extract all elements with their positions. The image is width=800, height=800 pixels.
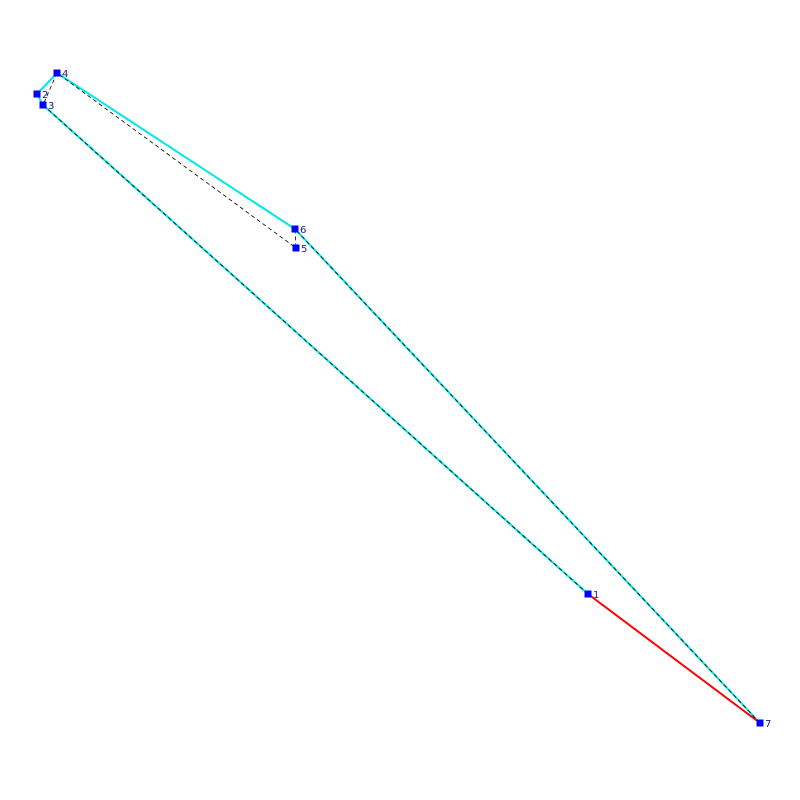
vertex-marker-3[interactable] <box>39 101 47 109</box>
highlight-edge-layer <box>587 593 761 724</box>
vertex-layer <box>33 69 764 727</box>
vertex-label-6: 6 <box>300 225 306 236</box>
vertex-marker-4[interactable] <box>53 69 61 77</box>
vertex-marker-2[interactable] <box>33 90 41 98</box>
vertex-label-4: 4 <box>62 69 68 80</box>
vertex-marker-6[interactable] <box>291 225 299 233</box>
outline-path <box>36 72 761 724</box>
highlight-edge <box>587 593 761 724</box>
outline-layer <box>36 72 761 724</box>
vertex-label-3: 3 <box>48 101 54 112</box>
vertex-marker-5[interactable] <box>292 244 300 252</box>
vertex-label-2: 2 <box>42 90 48 101</box>
dashed-path <box>42 72 761 724</box>
vertex-label-1: 1 <box>593 590 599 601</box>
vertex-marker-1[interactable] <box>584 590 592 598</box>
dashed-path-layer <box>42 72 761 724</box>
vertex-marker-7[interactable] <box>756 719 764 727</box>
vertex-label-7: 7 <box>765 719 771 730</box>
vertex-label-5: 5 <box>301 244 307 255</box>
